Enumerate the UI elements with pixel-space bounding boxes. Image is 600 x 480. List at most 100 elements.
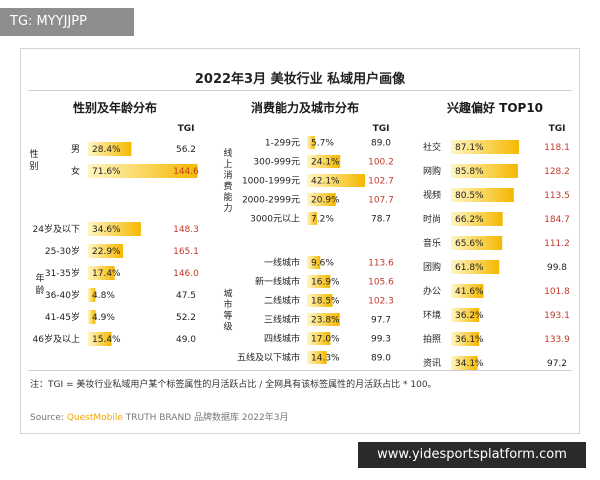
- value-label: 41.6%: [455, 287, 484, 297]
- source-brand: QuestMobile: [66, 413, 123, 423]
- category-label: 视频: [423, 189, 441, 201]
- tgi-value: 107.7: [368, 196, 394, 206]
- bar: [451, 212, 503, 226]
- tgi-value: 184.7: [544, 215, 570, 225]
- bar: [88, 164, 198, 178]
- tgi-value: 100.2: [368, 158, 394, 168]
- tgi-header-3: TGI: [548, 124, 566, 134]
- category-label: 新一线城市: [255, 276, 300, 288]
- category-label: 31-35岁: [45, 267, 80, 279]
- tgi-value: 193.1: [544, 311, 570, 321]
- bar: [451, 188, 514, 202]
- category-label: 36-40岁: [45, 289, 80, 301]
- value-label: 4.8%: [92, 291, 115, 301]
- bar: [451, 284, 484, 298]
- bar: [88, 244, 123, 258]
- bar: [88, 310, 96, 324]
- tgi-value: 97.7: [371, 316, 391, 326]
- bar: [307, 313, 340, 326]
- panel-title-consumption-city: 消费能力及城市分布: [250, 101, 359, 115]
- value-label: 4.9%: [92, 313, 115, 323]
- tgi-value: 105.6: [368, 278, 394, 288]
- source-line: Source: QuestMobile TRUTH BRAND 品牌数据库 20…: [30, 410, 288, 423]
- value-label: 23.8%: [311, 316, 340, 326]
- category-label: 男: [71, 144, 80, 155]
- bar: [88, 266, 115, 280]
- tgi-value: 128.2: [544, 167, 570, 177]
- category-label: 1-299元: [265, 139, 300, 149]
- tgi-value: 101.8: [544, 287, 570, 297]
- category-label: 环境: [423, 309, 441, 321]
- category-label: 46岁及以上: [33, 333, 80, 345]
- bar: [451, 236, 503, 250]
- tgi-value: 165.1: [173, 247, 199, 257]
- tgi-value: 144.6: [173, 167, 199, 177]
- footnote-divider: [28, 370, 572, 371]
- tg-badge: TG: MYYJJPP: [0, 8, 134, 36]
- panel-title-gender-age: 性别及年龄分布: [72, 101, 157, 115]
- tgi-value: 146.0: [173, 269, 199, 279]
- value-label: 42.1%: [311, 177, 340, 187]
- category-label: 时尚: [423, 213, 441, 225]
- tgi-value: 52.2: [176, 313, 196, 323]
- footnote: 注：TGI = 美妆行业私域用户某个标签属性的月活跃占比 / 全网具有该标签属性…: [30, 380, 437, 390]
- value-label: 7.2%: [311, 215, 334, 225]
- category-label: 女: [71, 165, 80, 177]
- category-label: 网购: [423, 165, 441, 177]
- value-label: 16.9%: [311, 278, 340, 288]
- chart-title: 2022年3月 美妆行业 私域用户画像: [194, 72, 406, 87]
- tgi-value: 118.1: [544, 143, 570, 153]
- value-label: 36.2%: [455, 311, 484, 321]
- category-label: 2000-2999元: [242, 196, 300, 206]
- tgi-value: 113.5: [544, 191, 570, 201]
- category-label: 拍照: [423, 333, 441, 345]
- value-label: 87.1%: [455, 143, 484, 153]
- tgi-value: 56.2: [176, 145, 196, 155]
- group-label: 城市等级: [223, 289, 232, 333]
- value-label: 85.8%: [455, 167, 484, 177]
- bar: [88, 332, 112, 346]
- category-label: 团购: [423, 261, 441, 273]
- tgi-header-1: TGI: [177, 124, 195, 134]
- bar: [451, 356, 478, 370]
- value-label: 61.8%: [455, 263, 484, 273]
- group-label: 年龄: [35, 272, 44, 296]
- value-label: 34.6%: [92, 225, 121, 235]
- category-label: 三线城市: [264, 314, 300, 326]
- bar: [307, 155, 341, 168]
- value-label: 14.3%: [311, 354, 340, 364]
- category-label: 音乐: [423, 237, 441, 249]
- value-label: 24.1%: [311, 158, 340, 168]
- bar: [451, 260, 500, 274]
- tgi-value: 133.9: [544, 335, 570, 345]
- bar: [307, 136, 315, 149]
- bar: [307, 193, 336, 206]
- tgi-value: 111.2: [544, 239, 570, 249]
- bar: [307, 174, 366, 187]
- tgi-value: 47.5: [176, 291, 196, 301]
- category-label: 300-999元: [253, 158, 300, 168]
- value-label: 18.5%: [311, 297, 340, 307]
- bar: [307, 212, 317, 225]
- value-label: 65.6%: [455, 239, 484, 249]
- panel-title-interest: 兴趣偏好 TOP10: [446, 101, 544, 115]
- tgi-value: 102.3: [368, 297, 394, 307]
- tgi-value: 113.6: [368, 259, 394, 269]
- title-divider: [28, 90, 572, 91]
- tgi-value: 148.3: [173, 225, 199, 235]
- value-label: 66.2%: [455, 215, 484, 225]
- value-label: 5.7%: [311, 139, 334, 149]
- tgi-value: 89.0: [371, 139, 391, 149]
- tgi-value: 102.7: [368, 177, 394, 187]
- group-label: 线上消费能力: [223, 147, 232, 214]
- bar: [88, 142, 132, 156]
- bar: [307, 275, 331, 288]
- value-label: 20.9%: [311, 196, 340, 206]
- bar: [451, 332, 480, 346]
- source-rest: TRUTH BRAND 品牌数据库 2022年3月: [125, 413, 289, 423]
- value-label: 15.4%: [92, 335, 121, 345]
- value-label: 36.1%: [455, 335, 484, 345]
- category-label: 3000元以上: [250, 214, 300, 225]
